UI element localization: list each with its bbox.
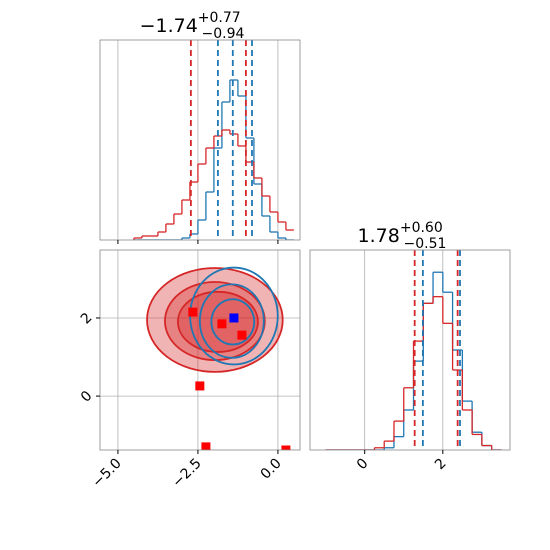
point — [237, 330, 247, 340]
point — [217, 319, 227, 329]
axes-frame — [99, 39, 301, 241]
y-tick-label: 2 — [78, 310, 96, 328]
point — [188, 307, 198, 317]
x-tick-label: 0.0 — [258, 456, 285, 483]
x-tick-label: 0 — [354, 456, 372, 474]
title-upper: +0.60 — [400, 220, 443, 236]
panel: 1.78+0.60 −0.51 0 2 — [309, 220, 511, 474]
plot-area — [100, 250, 300, 450]
contour-level — [210, 298, 256, 346]
x-tick-label: −5.0 — [89, 456, 124, 491]
contour-level — [146, 267, 284, 373]
title-lower: −0.51 — [404, 236, 447, 252]
point — [229, 313, 239, 323]
title-upper: +0.77 — [198, 10, 241, 26]
y-tick-label: 0 — [78, 388, 96, 406]
title-value: 1.78 — [358, 225, 400, 247]
panel-title: 1.78+0.60 −0.51 — [358, 220, 447, 252]
title-lower: −0.94 — [202, 26, 245, 42]
axes-frame — [99, 249, 301, 451]
point — [281, 445, 291, 450]
axes-frame — [309, 249, 511, 451]
point — [195, 381, 205, 391]
panel-title: −1.74+0.77 −0.94 — [140, 10, 245, 42]
x-tick-label: −2.5 — [169, 456, 204, 491]
plot-area — [325, 250, 502, 450]
panel: −1.74+0.77 −0.94 — [99, 10, 301, 244]
panel: −5.0 −2.5 0.0 0 2 — [78, 249, 301, 491]
contour-level — [198, 283, 265, 359]
x-tick-label: 2 — [432, 456, 450, 474]
point — [201, 442, 211, 450]
title-value: −1.74 — [140, 15, 198, 37]
plot-area — [117, 40, 294, 240]
